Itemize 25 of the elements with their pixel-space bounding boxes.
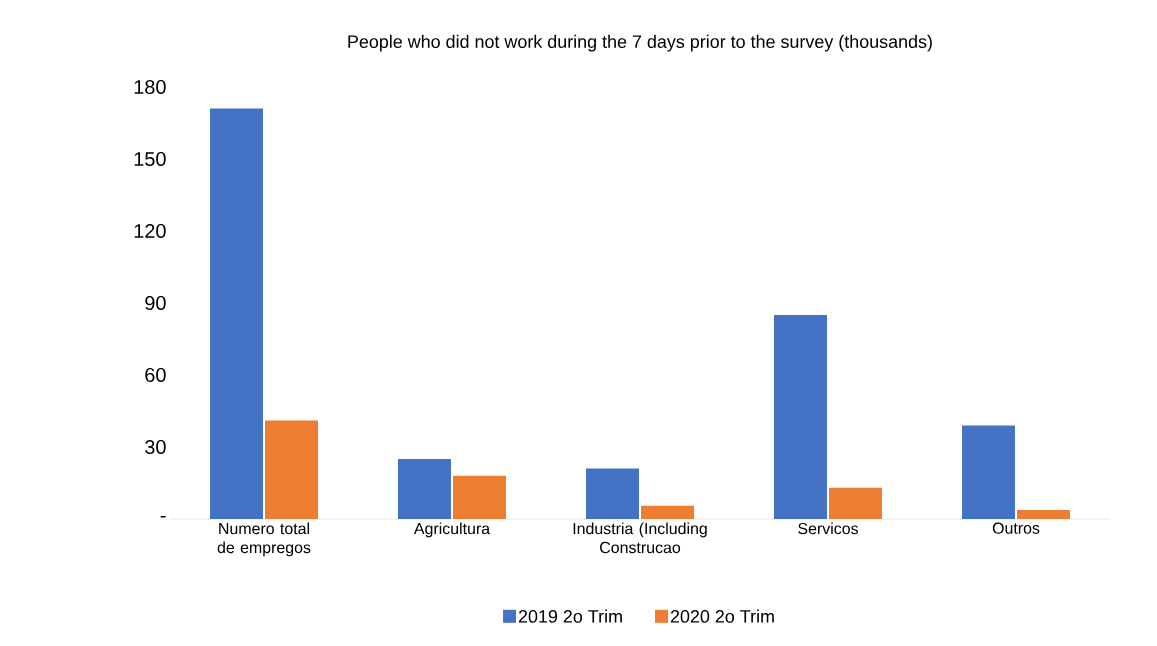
x-tick-label: Numero total de empregos bbox=[217, 522, 311, 557]
y-tick-label: - bbox=[160, 515, 166, 518]
y-tick-label: 60 bbox=[145, 367, 166, 383]
y-tick-label: 150 bbox=[134, 151, 166, 167]
x-tick-label: Industria (Including Construcao bbox=[573, 522, 707, 554]
chart-title: People who did not work during the 7 days prior to the survey (thousands) bbox=[348, 34, 932, 52]
bar bbox=[1017, 510, 1070, 519]
bar bbox=[586, 468, 640, 519]
bar bbox=[829, 487, 882, 519]
x-tick-label: Agricultura bbox=[413, 522, 491, 538]
bar bbox=[641, 505, 694, 519]
bar bbox=[210, 108, 264, 519]
y-tick-label: 30 bbox=[145, 439, 166, 455]
bar bbox=[453, 475, 506, 519]
y-tick-label: 120 bbox=[134, 223, 166, 239]
x-tick-label: Servicos bbox=[798, 522, 858, 535]
legend-label: 2020 2o Trim bbox=[670, 609, 774, 623]
bar bbox=[398, 459, 452, 519]
bar bbox=[962, 425, 1016, 519]
y-tick-label: 90 bbox=[145, 295, 166, 311]
bar bbox=[774, 315, 828, 519]
x-tick-label: Outros bbox=[992, 522, 1040, 534]
y-tick-label: 180 bbox=[134, 79, 166, 95]
legend-label: 2019 2o Trim bbox=[518, 609, 622, 623]
bar bbox=[265, 420, 318, 519]
